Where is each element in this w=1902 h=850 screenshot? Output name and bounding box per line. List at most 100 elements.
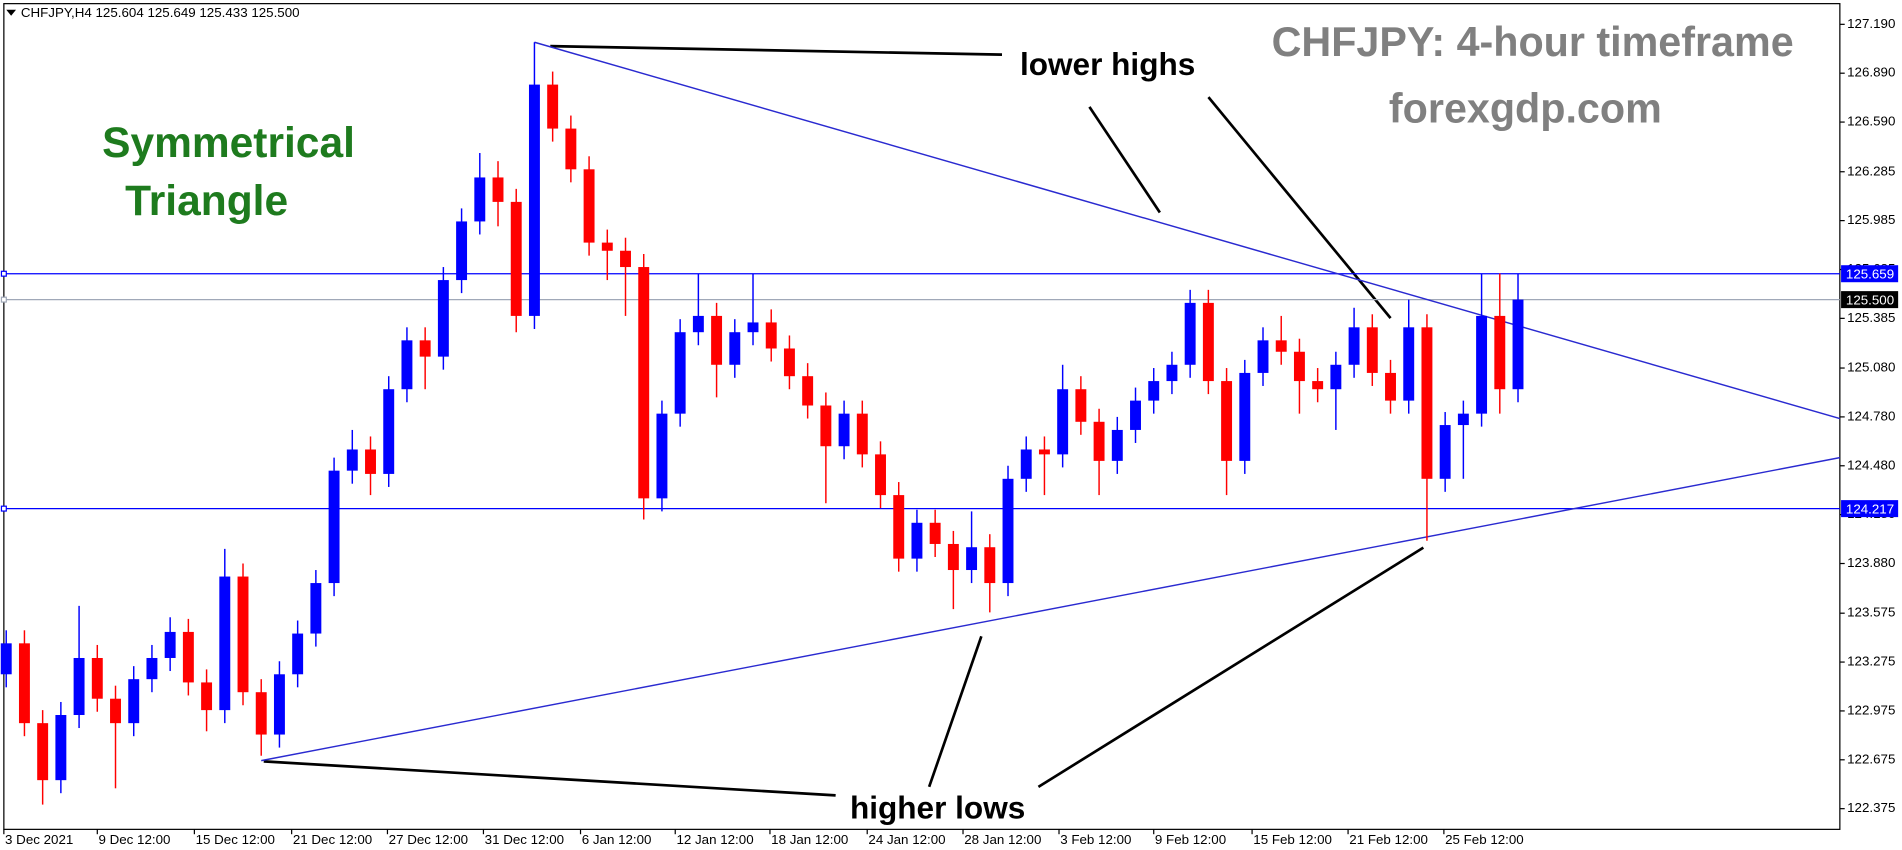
candle-body <box>201 682 213 711</box>
candle-body <box>984 547 996 584</box>
candle-body <box>55 715 67 781</box>
candle-body <box>1257 340 1269 373</box>
candle-body <box>1366 327 1378 373</box>
candle-body <box>110 698 121 724</box>
arrow <box>550 44 1003 56</box>
candle-body <box>1385 372 1396 401</box>
x-tick-label: 3 Dec 2021 <box>5 832 73 847</box>
header: CHFJPY,H4 125.604 125.649 125.433 125.50… <box>21 5 300 20</box>
candle-body <box>419 340 431 357</box>
arrow <box>1207 96 1392 319</box>
candle-body <box>1184 302 1196 365</box>
y-tick-label: 124.480 <box>1847 457 1895 472</box>
candle-body <box>1111 429 1123 461</box>
level-handle <box>0 296 7 303</box>
price-box-label: 125.500 <box>1846 292 1894 307</box>
candle-body <box>729 332 741 365</box>
x-tick-label: 15 Dec 12:00 <box>196 832 275 847</box>
candle-body <box>1239 372 1251 461</box>
candle-body <box>1166 364 1178 382</box>
x-tick-label: 12 Jan 12:00 <box>676 832 753 847</box>
x-tick-label: 9 Feb 12:00 <box>1155 832 1226 847</box>
candle-body <box>565 128 577 170</box>
y-tick-label: 123.575 <box>1847 605 1895 620</box>
candle-body <box>37 723 49 781</box>
candle-body <box>346 449 358 471</box>
chart-subtitle: forexgdp.com <box>1389 86 1662 132</box>
y-tick-label: 122.975 <box>1847 702 1895 717</box>
x-tick-label: 31 Dec 12:00 <box>485 832 564 847</box>
candle-body <box>1403 327 1415 401</box>
candle-body <box>146 657 158 680</box>
candle-body <box>0 643 12 675</box>
y-tick-label: 122.375 <box>1847 800 1895 815</box>
candle-body <box>18 643 30 724</box>
candle-body <box>1512 299 1524 390</box>
y-tick-label: 126.285 <box>1847 163 1895 178</box>
candle-body <box>492 177 504 202</box>
candle-body <box>383 389 395 474</box>
x-tick-label: 3 Feb 12:00 <box>1060 832 1131 847</box>
candle-body <box>456 221 468 281</box>
annotation: higher lows <box>850 789 1025 825</box>
x-tick-label: 25 Feb 12:00 <box>1445 832 1524 847</box>
price-box <box>1841 265 1899 283</box>
y-tick-label: 125.985 <box>1847 212 1895 227</box>
y-tick-label: 125.080 <box>1847 360 1895 375</box>
candle-body <box>91 657 103 699</box>
candle-body <box>219 576 231 711</box>
candle-body <box>692 315 704 333</box>
candle-body <box>1221 381 1233 461</box>
candle-body <box>601 242 613 251</box>
candle-body <box>1312 381 1324 390</box>
candle-body <box>1439 425 1451 479</box>
candle-body <box>310 583 322 634</box>
candle-body <box>638 267 650 499</box>
candle-body <box>128 679 140 724</box>
candle-body <box>1130 400 1141 430</box>
candle-body <box>1093 421 1105 461</box>
candle-body <box>711 315 723 365</box>
y-tick-label: 125.385 <box>1847 310 1895 325</box>
candle-body <box>783 348 795 377</box>
candle-body <box>747 322 759 333</box>
menu-icon <box>6 9 16 16</box>
candle-body <box>802 376 814 406</box>
candle-body <box>947 543 959 571</box>
candle-body <box>1148 381 1160 401</box>
candle-body <box>273 674 285 735</box>
candle-body <box>292 633 304 675</box>
candle-body <box>328 470 340 584</box>
candle-body <box>1002 478 1014 584</box>
candle-body <box>620 250 631 268</box>
candle-body <box>1075 389 1087 422</box>
annotation: lower highs <box>1020 46 1195 82</box>
candle-body <box>73 657 85 716</box>
candle-body <box>820 405 832 447</box>
candle-body <box>528 84 540 316</box>
candle-body <box>911 522 923 559</box>
chart-title: CHFJPY: 4-hour timeframe <box>1272 19 1794 65</box>
y-tick-label: 123.880 <box>1847 555 1895 570</box>
x-tick-label: 9 Dec 12:00 <box>99 832 171 847</box>
x-tick-label: 18 Jan 12:00 <box>771 832 848 847</box>
x-tick-label: 21 Feb 12:00 <box>1349 832 1428 847</box>
candle-body <box>1348 327 1360 365</box>
arrow <box>1037 546 1425 788</box>
candle-body <box>237 576 249 693</box>
arrow <box>263 760 836 797</box>
candle-body <box>365 449 376 474</box>
candle-body <box>656 413 668 499</box>
price-box-label: 125.659 <box>1846 266 1894 281</box>
candle-body <box>1330 364 1342 390</box>
price-box <box>1841 291 1899 309</box>
annotation: Symmetrical <box>102 120 355 167</box>
candle-body <box>510 201 522 316</box>
candle-body <box>182 631 194 683</box>
arrow <box>1088 106 1161 214</box>
x-tick-label: 15 Feb 12:00 <box>1253 832 1332 847</box>
candle-body <box>474 177 486 222</box>
candle-body <box>838 413 850 447</box>
